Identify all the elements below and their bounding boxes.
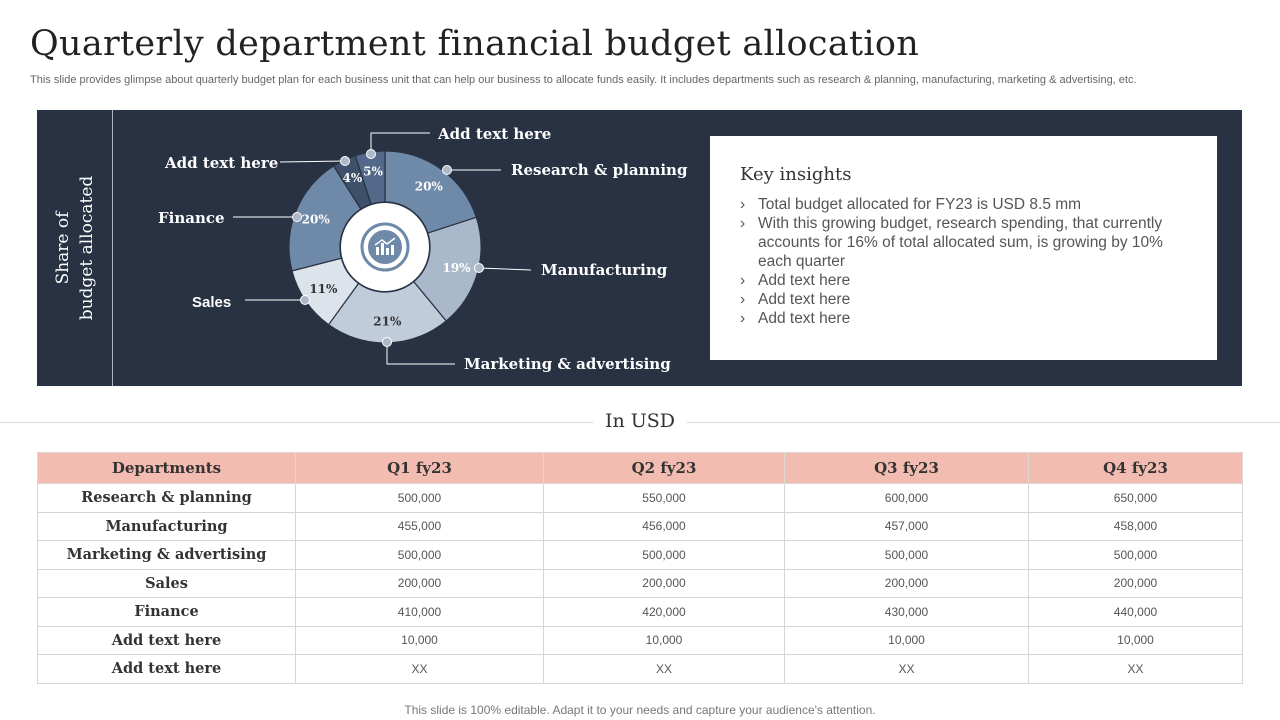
slice-percent-label: 11% (309, 282, 338, 296)
slice-category-label: Add text here (437, 125, 551, 143)
department-cell: Research & planning (37, 483, 296, 513)
page-title: Quarterly department financial budget al… (30, 24, 920, 64)
value-cell: XX (295, 654, 544, 684)
department-cell: Finance (37, 597, 296, 627)
table-caption: In USD (593, 410, 687, 432)
page-footer: This slide is 100% editable. Adapt it to… (404, 703, 876, 717)
value-cell: 440,000 (1028, 597, 1243, 627)
value-cell: 455,000 (295, 511, 544, 541)
value-cell: XX (784, 654, 1029, 684)
panel-side-label: Share of budget allocated (37, 110, 113, 386)
pie-slice (327, 280, 448, 344)
table-row: Add text here 10,000 10,000 10,000 10,000 (37, 625, 1243, 655)
department-cell: Add text here (37, 654, 296, 684)
leader-line (478, 267, 532, 271)
table-header-row: Departments Q1 fy23 Q2 fy23 Q3 fy23 Q4 fy23 (37, 452, 1243, 484)
value-cell: 10,000 (1028, 625, 1243, 655)
slice-percent-label: 4% (343, 171, 363, 185)
pie-slice (354, 150, 386, 205)
table-header-cell: Departments (37, 452, 296, 484)
department-cell: Marketing & advertising (37, 540, 296, 570)
insight-item: With this growing budget, research spend… (740, 214, 1187, 271)
budget-table: Departments Q1 fy23 Q2 fy23 Q3 fy23 Q4 fy23 … (37, 452, 1243, 684)
table-row: Marketing & advertising 500,000 500,000 500… (37, 540, 1243, 570)
slice-percent-label: 20% (415, 180, 444, 194)
slice-category-label: Marketing & advertising (464, 355, 671, 373)
leader-dot (340, 156, 350, 166)
slice-category-label: Add text here (164, 154, 278, 172)
leader-dot (474, 263, 484, 273)
key-insights-heading: Key insights (740, 164, 852, 185)
value-cell: 200,000 (784, 568, 1029, 598)
department-cell: Sales (37, 568, 296, 598)
section-divider-right (687, 422, 1280, 423)
table-header-cell: Q1 fy23 (295, 452, 544, 484)
value-cell: 10,000 (295, 625, 544, 655)
value-cell: 10,000 (784, 625, 1029, 655)
value-cell: 600,000 (784, 483, 1029, 513)
slice-category-label: Sales (192, 294, 231, 311)
leader-dot (382, 337, 392, 347)
slice-category-label: Research & planning (511, 161, 688, 179)
table-row: Finance 410,000 420,000 430,000 440,000 (37, 597, 1243, 627)
value-cell: 200,000 (1028, 568, 1243, 598)
value-cell: 200,000 (543, 568, 785, 598)
key-insights-box: Key insights Total budget allocated for … (710, 136, 1217, 360)
value-cell: 500,000 (295, 483, 544, 513)
insight-item: Add text here (740, 309, 1187, 328)
slice-percent-label: 19% (442, 261, 471, 275)
value-cell: XX (543, 654, 785, 684)
slice-category-label: Finance (158, 209, 225, 227)
insight-item: Total budget allocated for FY23 is USD 8… (740, 195, 1187, 214)
slice-percent-label: 21% (373, 314, 402, 328)
department-cell: Add text here (37, 625, 296, 655)
page-subtitle: This slide provides glimpse about quarte… (30, 74, 1137, 86)
slice-category-label: Manufacturing (541, 261, 668, 279)
slice-percent-label: 5% (363, 164, 383, 178)
value-cell: 550,000 (543, 483, 785, 513)
insight-item: Add text here (740, 290, 1187, 309)
insight-item: Add text here (740, 271, 1187, 290)
chart-icon (360, 222, 410, 272)
value-cell: 430,000 (784, 597, 1029, 627)
value-cell: 650,000 (1028, 483, 1243, 513)
leader-dot (366, 149, 376, 159)
key-insights-list: Total budget allocated for FY23 is USD 8… (740, 195, 1187, 328)
department-cell: Manufacturing (37, 511, 296, 541)
slice-percent-label: 20% (302, 213, 331, 227)
table-row: Sales 200,000 200,000 200,000 200,000 (37, 568, 1243, 598)
value-cell: 500,000 (295, 540, 544, 570)
chart-panel: Share of budget allocated 20% Research & … (37, 110, 1242, 386)
leader-dot (292, 212, 302, 222)
leader-dot (300, 295, 310, 305)
value-cell: 456,000 (543, 511, 785, 541)
table-row: Research & planning 500,000 550,000 600,000… (37, 483, 1243, 513)
value-cell: 458,000 (1028, 511, 1243, 541)
leader-dot (442, 165, 452, 175)
value-cell: 10,000 (543, 625, 785, 655)
pie-slice (412, 216, 482, 322)
leader-line (370, 132, 430, 154)
value-cell: XX (1028, 654, 1243, 684)
leader-line (386, 342, 455, 365)
value-cell: 200,000 (295, 568, 544, 598)
value-cell: 500,000 (784, 540, 1029, 570)
value-cell: 420,000 (543, 597, 785, 627)
table-header-cell: Q3 fy23 (784, 452, 1029, 484)
section-divider-left (0, 422, 593, 423)
table-row: Add text here XX XX XX XX (37, 654, 1243, 684)
budget-pie-chart: 20% Research & planning 19% Manufacturing 21… (158, 125, 688, 373)
value-cell: 410,000 (295, 597, 544, 627)
value-cell: 500,000 (543, 540, 785, 570)
table-row: Manufacturing 455,000 456,000 457,000 458,00… (37, 511, 1243, 541)
table-header-cell: Q2 fy23 (543, 452, 785, 484)
leader-line (279, 160, 346, 163)
value-cell: 457,000 (784, 511, 1029, 541)
value-cell: 500,000 (1028, 540, 1243, 570)
table-header-cell: Q4 fy23 (1028, 452, 1243, 484)
